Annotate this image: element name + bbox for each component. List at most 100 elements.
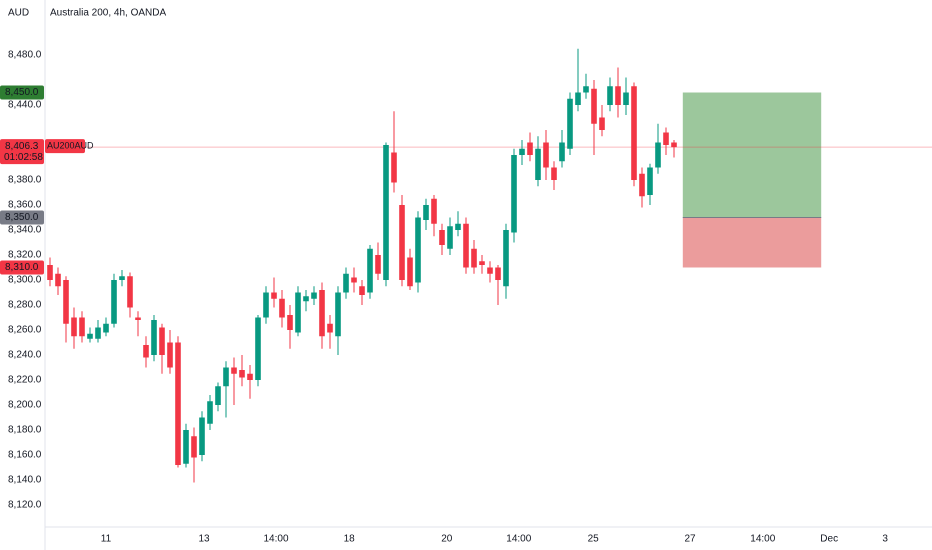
candle-body	[391, 152, 397, 183]
x-tick-label: 25	[588, 534, 600, 545]
candle-body	[591, 88, 597, 124]
candle-body	[655, 142, 661, 168]
candle-body	[239, 370, 245, 378]
candle-body	[423, 205, 429, 220]
candle-body	[175, 342, 181, 465]
candle-body	[223, 367, 229, 387]
price-badge-label: 8,350.0	[5, 212, 39, 223]
y-tick-label: 8,260.0	[8, 325, 42, 336]
candle-body	[647, 167, 653, 195]
candle-body	[359, 286, 365, 295]
candle-body	[479, 261, 485, 265]
candle-body	[375, 255, 381, 274]
price-badge-label: 8,310.0	[5, 262, 39, 273]
candle-body	[87, 333, 93, 339]
currency-label: AUD	[8, 8, 29, 19]
candle-body	[527, 142, 533, 155]
candle-body	[407, 257, 413, 287]
candle-body	[215, 386, 221, 405]
candle-body	[631, 86, 637, 180]
y-tick-label: 8,140.0	[8, 475, 42, 486]
price-badge-label: 8,450.0	[5, 87, 39, 98]
candle-body	[327, 323, 333, 333]
candle-body	[559, 142, 565, 162]
candle-body	[383, 145, 389, 280]
candle-body	[199, 417, 205, 455]
candle-body	[439, 230, 445, 245]
candle-body	[119, 276, 125, 280]
candle-body	[367, 248, 373, 293]
x-tick-label: 27	[684, 534, 696, 545]
candle-body	[503, 230, 509, 287]
y-tick-label: 8,380.0	[8, 175, 42, 186]
candle-body	[671, 142, 677, 148]
candle-body	[543, 142, 549, 168]
x-tick-label: 14:00	[506, 534, 531, 545]
x-tick-label: 14:00	[750, 534, 775, 545]
x-tick-label: 20	[441, 534, 453, 545]
candle-body	[95, 327, 101, 339]
candle-body	[191, 436, 197, 458]
y-tick-label: 8,340.0	[8, 225, 42, 236]
y-tick-label: 8,480.0	[8, 50, 42, 61]
candle-body	[351, 277, 357, 283]
y-tick-label: 8,200.0	[8, 400, 42, 411]
candle-body	[463, 223, 469, 268]
candle-body	[471, 248, 477, 268]
x-tick-label: Dec	[820, 534, 838, 545]
candle-body	[535, 148, 541, 180]
candle-body	[151, 320, 157, 355]
candle-body	[231, 367, 237, 374]
candle-body	[599, 117, 605, 130]
candle-body	[487, 267, 493, 274]
y-tick-label: 8,360.0	[8, 200, 42, 211]
candle-body	[255, 317, 261, 380]
stop-zone	[682, 217, 822, 268]
candle-body	[607, 86, 613, 105]
candle-body	[415, 217, 421, 283]
candle-body	[311, 292, 317, 299]
candle-body	[279, 298, 285, 318]
candle-body	[495, 267, 501, 280]
x-tick-label: 3	[882, 534, 888, 545]
candle-body	[319, 290, 325, 337]
candle-body	[135, 317, 141, 320]
last-price-label: 8,406.3	[5, 141, 39, 152]
candle-body	[567, 98, 573, 149]
candle-body	[183, 430, 189, 464]
chart-title: Australia 200, 4h, OANDA	[50, 8, 166, 19]
symbol-badge	[45, 139, 85, 154]
candle-body	[103, 323, 109, 333]
price-badge	[0, 260, 44, 275]
candle-body	[247, 373, 253, 380]
y-tick-label: 8,280.0	[8, 300, 42, 311]
candle-body	[63, 280, 69, 324]
candle-body	[47, 265, 53, 280]
candle-body	[295, 292, 301, 333]
x-tick-label: 11	[101, 534, 112, 545]
candle-body	[159, 327, 165, 355]
candle-body	[583, 86, 589, 93]
candle-body	[431, 198, 437, 224]
candle-body	[575, 92, 581, 105]
candle-body	[79, 317, 85, 337]
y-tick-label: 8,120.0	[8, 500, 42, 511]
candle-body	[287, 315, 293, 330]
y-tick-label: 8,160.0	[8, 450, 42, 461]
candle-body	[55, 273, 61, 287]
candle-body	[207, 401, 213, 424]
x-tick-label: 14:00	[263, 534, 288, 545]
candle-body	[663, 132, 669, 145]
y-tick-label: 8,180.0	[8, 425, 42, 436]
candle-body	[615, 86, 621, 105]
candle-body	[639, 173, 645, 197]
candle-body	[71, 317, 77, 337]
candle-body	[343, 273, 349, 293]
candle-body	[399, 205, 405, 280]
candle-body	[623, 92, 629, 105]
candle-body	[303, 296, 309, 302]
y-tick-label: 8,220.0	[8, 375, 42, 386]
y-tick-label: 8,320.0	[8, 250, 42, 261]
